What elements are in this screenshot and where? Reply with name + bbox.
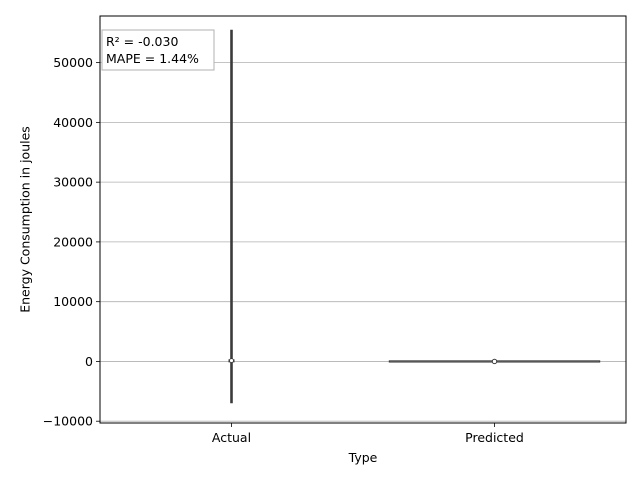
chart-marks [228, 29, 601, 404]
y-tick-label: 0 [85, 354, 93, 369]
x-axis-label: Type [348, 450, 378, 465]
y-tick-label: 30000 [53, 175, 93, 190]
annotation-mape: MAPE = 1.44% [106, 51, 199, 66]
metrics-annotation: R² = -0.030 MAPE = 1.44% [101, 29, 215, 71]
x-tick-label: Predicted [465, 430, 524, 445]
y-tick-label: −10000 [43, 414, 93, 429]
y-tick-label: 40000 [53, 115, 93, 130]
y-axis-label: Energy Consumption in joules [18, 126, 33, 313]
violin-actual [228, 29, 235, 404]
annotation-box [101, 29, 215, 71]
annotation-r2: R² = -0.030 [106, 34, 178, 49]
axes-frame [99, 15, 627, 424]
violin-median-point [491, 358, 498, 365]
y-tick-label: 10000 [53, 294, 93, 309]
violin-predicted [388, 358, 601, 365]
x-tick-label: Actual [212, 430, 251, 445]
x-axis: Actual Predicted [212, 423, 524, 445]
y-tick-label: 20000 [53, 234, 93, 249]
y-axis: −10000 0 10000 20000 30000 40000 50000 [43, 55, 100, 429]
violin-median-point [229, 358, 234, 363]
y-tick-label: 50000 [53, 55, 93, 70]
